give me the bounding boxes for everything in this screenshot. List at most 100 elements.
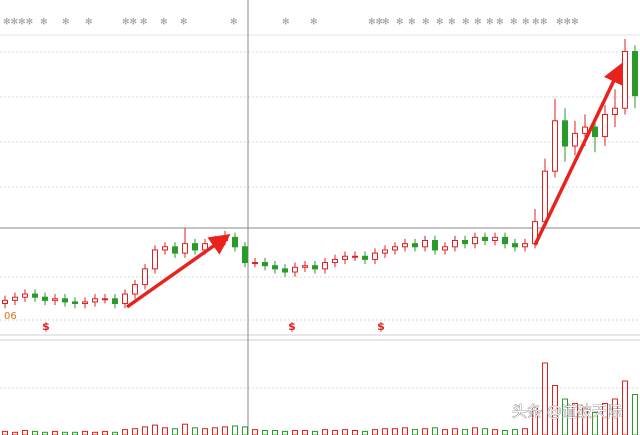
volume-bar [612, 398, 618, 435]
volume-bar [232, 425, 238, 435]
volume-bar [542, 362, 548, 435]
volume-bar [162, 427, 168, 435]
candle-body [112, 298, 118, 304]
candle-body [512, 243, 518, 248]
candle-body [552, 120, 558, 172]
volume-bar [362, 430, 368, 435]
top-marker: ✻ [436, 18, 444, 28]
top-marker: ✻ [40, 18, 48, 28]
volume-bar [272, 430, 278, 435]
candle-body [162, 246, 168, 251]
volume-bar [2, 430, 8, 435]
candle-body [522, 243, 528, 248]
top-marker: ✻ [310, 18, 318, 28]
volume-bar [402, 427, 408, 435]
candle-body [592, 126, 598, 138]
candle-body [2, 299, 8, 305]
candle-body [342, 255, 348, 260]
volume-bar [582, 407, 588, 435]
event-marker: $ [377, 320, 385, 333]
volume-bar [282, 430, 288, 435]
candle-body [302, 265, 308, 268]
candle-body [132, 284, 138, 295]
top-marker: ✻✻ [122, 18, 137, 28]
volume-bar [52, 430, 58, 435]
candles [2, 38, 638, 435]
top-marker: ✻ [140, 18, 148, 28]
candle-body [262, 262, 268, 267]
top-marker: ✻ [282, 18, 290, 28]
volume-bar [632, 394, 638, 435]
candle-body [242, 246, 248, 264]
volume-bar [222, 426, 228, 435]
volume-bar [482, 428, 488, 435]
candle-body [412, 243, 418, 248]
watermark: 头条 @道破天际 [512, 403, 622, 421]
candle-body [352, 255, 358, 258]
volume-bar [32, 430, 38, 435]
candle-body [282, 268, 288, 273]
candle-body [82, 301, 88, 304]
volume-bar [172, 428, 178, 435]
volume-bar [372, 429, 378, 435]
volume-bar [262, 430, 268, 435]
volume-bar [552, 385, 558, 435]
candle-body [562, 120, 568, 147]
candle-body [432, 240, 438, 251]
trend-arrow [533, 62, 623, 246]
event-marker: $ [42, 320, 50, 333]
candle-body [32, 293, 38, 298]
candle-body [52, 298, 58, 301]
candle-body [322, 262, 328, 270]
volume-bar [572, 403, 578, 435]
candle-body [102, 298, 108, 301]
volume-bar [332, 430, 338, 435]
candle-body [232, 236, 238, 248]
arrows [125, 62, 623, 309]
volume-bar [452, 428, 458, 435]
volume-bar [382, 428, 388, 435]
candle-body [502, 236, 508, 245]
candle-body [632, 51, 638, 97]
volume-bar [622, 380, 628, 435]
trend-arrow [125, 233, 231, 309]
candle-body [222, 236, 228, 242]
top-marker: ✻ [540, 18, 548, 28]
volume-bar [502, 430, 508, 435]
candle-body [422, 240, 428, 248]
candle-body [72, 301, 78, 304]
candle-body [62, 298, 68, 303]
volume-bar [342, 429, 348, 435]
candle-body [602, 114, 608, 138]
top-marker: ✻ [448, 18, 456, 28]
volume-bar [292, 430, 298, 435]
candle-body [442, 246, 448, 251]
volume-bar [532, 407, 538, 435]
volume-bar [102, 430, 108, 435]
volume-bar [472, 427, 478, 435]
top-marker: ✻ [422, 18, 430, 28]
candle-body [12, 296, 18, 301]
top-marker: ✻ [510, 18, 518, 28]
candle-body [142, 268, 148, 286]
top-marker: ✻✻ [368, 18, 383, 28]
volume-bar [22, 430, 28, 435]
candle-body [572, 132, 578, 147]
top-marker: ✻ [160, 18, 168, 28]
top-marker: ✻ [230, 18, 238, 28]
volume-bar [422, 428, 428, 435]
candle-body [22, 293, 28, 298]
volume-bar [442, 429, 448, 435]
volume-bar [252, 429, 258, 435]
volume-bar [352, 430, 358, 435]
volume-bar [132, 428, 138, 435]
candle-body [172, 246, 178, 254]
candle-body [402, 243, 408, 248]
volume-bar [322, 429, 328, 435]
candle-body [622, 51, 628, 109]
candle-body [492, 236, 498, 242]
volume-bar [302, 430, 308, 435]
volume-bar [182, 423, 188, 435]
top-marker: ✻ [396, 18, 404, 28]
